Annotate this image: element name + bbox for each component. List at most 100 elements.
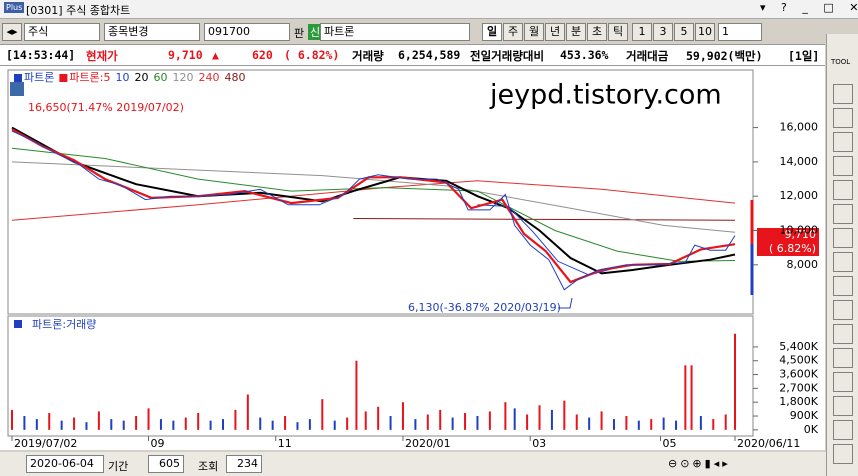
tool-icon[interactable]: [833, 84, 853, 104]
tool-icon[interactable]: [833, 300, 853, 320]
volume-bar: [284, 416, 287, 430]
tool-icon[interactable]: [833, 228, 853, 248]
unit-input[interactable]: 1: [718, 23, 762, 41]
volume-bar: [612, 419, 615, 430]
date-input[interactable]: 2020-06-04: [26, 455, 104, 473]
y-tick-label: 900K: [790, 409, 819, 422]
unit-button[interactable]: 5: [674, 23, 694, 41]
unit-button[interactable]: 3: [653, 23, 673, 41]
volume-bar: [488, 411, 491, 430]
zoom-controls[interactable]: ⊖⊙⊕▮◂▸: [668, 457, 731, 470]
legend-key: [59, 74, 68, 82]
period-button[interactable]: 틱: [608, 23, 628, 41]
unit-button[interactable]: 1: [632, 23, 652, 41]
volume-bar: [563, 400, 566, 430]
current-pct: ( 6.82%): [769, 242, 816, 255]
volume-bar: [451, 417, 454, 430]
x-tick-label: 11: [278, 437, 292, 450]
tool-icon[interactable]: [833, 348, 853, 368]
tool-icon[interactable]: [833, 252, 853, 272]
volume-panel: [7, 315, 754, 437]
volume-bar: [172, 420, 175, 430]
volume-bar: [73, 417, 76, 430]
volume-bar: [476, 416, 479, 430]
volume-bar: [364, 411, 367, 430]
market-select[interactable]: 주식: [24, 23, 100, 41]
footer-bar: 2020-06-04 기간 605 조회 234 ⊖⊙⊕▮◂▸: [0, 452, 826, 476]
volume-bar: [401, 402, 404, 430]
tool-icon[interactable]: [833, 324, 853, 344]
chart-background: [0, 66, 825, 450]
volume-bar: [321, 399, 324, 430]
y-tick-label: 10,000: [780, 224, 819, 237]
volume-bar: [575, 414, 578, 430]
app-icon: Plus: [4, 2, 25, 13]
change-select[interactable]: 종목변경: [104, 23, 200, 41]
volume-title: 파트론:거래량: [32, 318, 96, 331]
tool-icon[interactable]: [833, 204, 853, 224]
price: 9,710: [168, 48, 203, 62]
tool-icon[interactable]: [833, 132, 853, 152]
nav-button[interactable]: ◂▸: [2, 23, 22, 41]
legend-key: [14, 74, 22, 82]
legend-label: 120: [172, 71, 193, 84]
period-button[interactable]: 일: [482, 23, 502, 41]
legend-label: 파트론:5: [69, 71, 110, 84]
volume-bar: [234, 409, 237, 430]
tool-icon[interactable]: [833, 420, 853, 440]
span: [1일]: [788, 49, 820, 63]
volume-bar: [23, 416, 26, 430]
volume-bar: [355, 360, 358, 430]
period-button[interactable]: 초: [587, 23, 607, 41]
legend-label: 480: [224, 71, 245, 84]
volume-bar: [11, 409, 13, 430]
volume-bar: [650, 419, 653, 430]
tool-icon[interactable]: [833, 156, 853, 176]
tool-icon[interactable]: [833, 396, 853, 416]
period-button[interactable]: 주: [503, 23, 523, 41]
volume-bar: [414, 419, 417, 430]
high-annotation: 16,650(71.47% 2019/07/02): [28, 101, 184, 114]
count-input[interactable]: 234: [226, 455, 262, 473]
volume-bar: [97, 411, 100, 430]
current-price: 9,710: [785, 228, 817, 241]
volume-bar: [377, 406, 380, 430]
legend-label: 파트론: [24, 71, 54, 84]
low-annotation: 6,130(-36.87% 2020/03/19): [408, 301, 561, 314]
volume-bar: [504, 402, 507, 430]
volume-bar: [389, 416, 392, 430]
volume-bar: [637, 420, 640, 430]
volume-bar: [538, 405, 541, 430]
price-panel: [7, 69, 754, 315]
tool-icon[interactable]: [833, 444, 853, 464]
volume-bar: [184, 417, 187, 430]
window-controls[interactable]: ▾ ? _ □ ✕: [760, 1, 858, 14]
tool-icon[interactable]: [833, 108, 853, 128]
period-button[interactable]: 분: [566, 23, 586, 41]
volume-bar: [588, 417, 591, 430]
tool-icon[interactable]: [833, 180, 853, 200]
period-input[interactable]: 605: [148, 455, 184, 473]
time: [14:53:44]: [6, 48, 76, 62]
code-input[interactable]: 091700: [204, 23, 290, 41]
volume: 6,254,589: [398, 48, 461, 62]
volume-bar: [222, 419, 225, 430]
volume-bar: [426, 414, 429, 430]
volume-bar: [662, 417, 665, 430]
volume-bar: [308, 419, 311, 430]
period-button[interactable]: 년: [545, 23, 565, 41]
price-line: [11, 161, 736, 233]
volume-bar: [122, 420, 125, 430]
volume-bar: [271, 420, 274, 430]
legend-label: 240: [198, 71, 219, 84]
tool-icon[interactable]: [833, 276, 853, 296]
volume-bar: [333, 420, 336, 430]
tool-icon[interactable]: [833, 372, 853, 392]
volume-bar: [464, 412, 467, 430]
period-button[interactable]: 월: [524, 23, 544, 41]
volume-bar: [625, 416, 628, 430]
price-label: 현재가: [86, 49, 118, 63]
y-tick-label: 5,400K: [779, 340, 818, 353]
unit-button[interactable]: 10: [695, 23, 715, 41]
price-line: [353, 218, 736, 221]
